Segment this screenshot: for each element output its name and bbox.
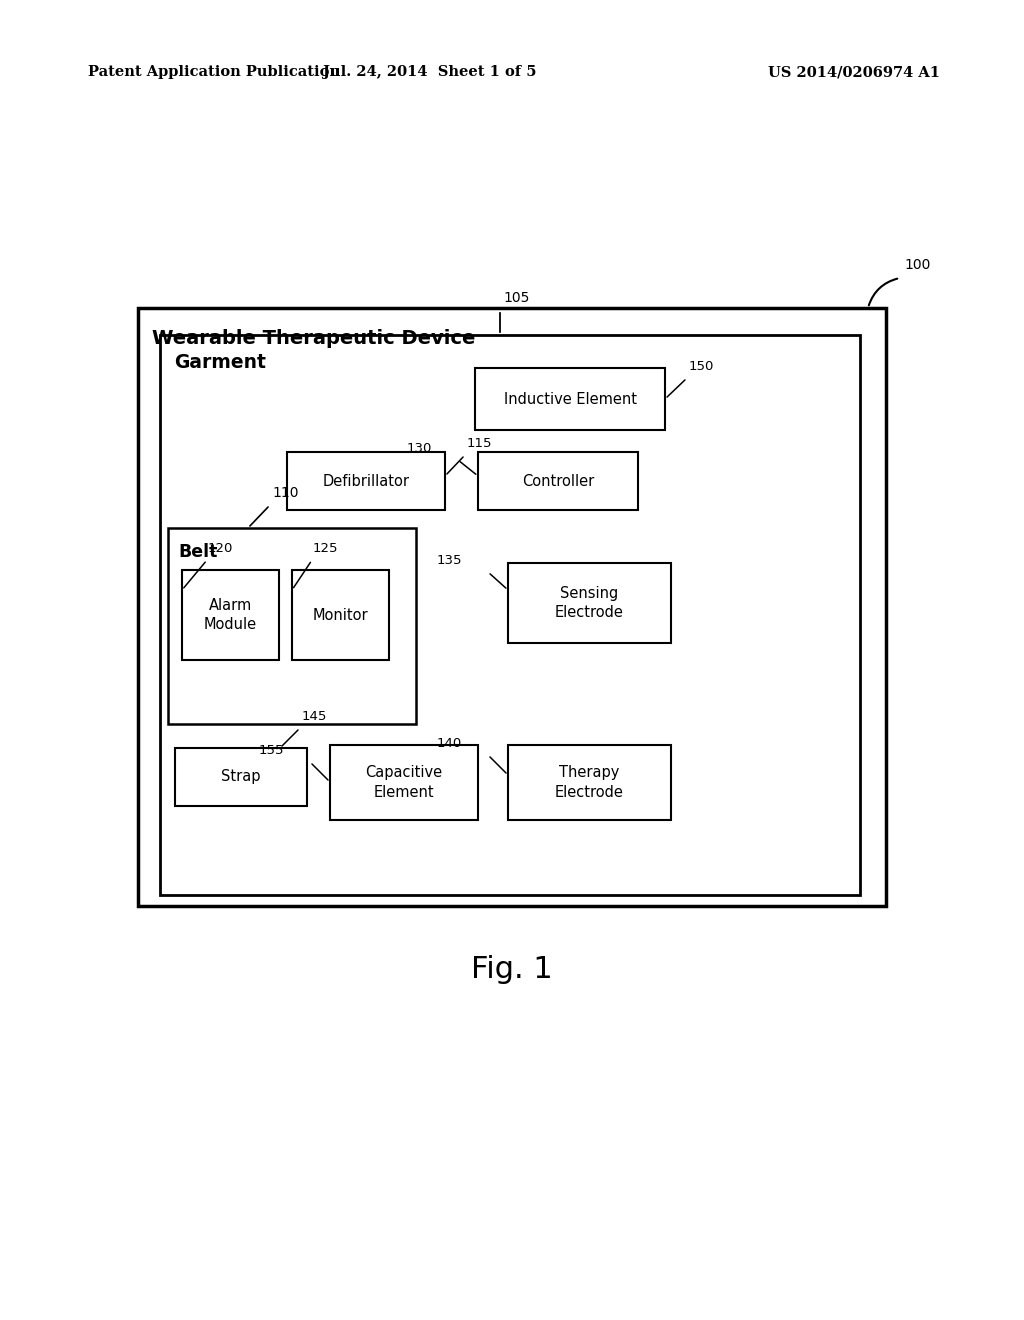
Text: Capacitive
Element: Capacitive Element [366, 766, 442, 800]
Text: 110: 110 [272, 486, 299, 500]
Bar [330, 744, 478, 820]
Text: 140: 140 [437, 737, 462, 750]
Text: 135: 135 [436, 554, 462, 568]
Text: Patent Application Publication: Patent Application Publication [88, 65, 340, 79]
Bar [175, 748, 307, 807]
Text: 145: 145 [302, 710, 328, 723]
Text: Inductive Element: Inductive Element [504, 392, 637, 407]
Text: 105: 105 [503, 290, 529, 305]
Bar [475, 368, 665, 430]
Text: 130: 130 [407, 442, 432, 455]
Text: Alarm
Module: Alarm Module [204, 598, 257, 632]
Text: Therapy
Electrode: Therapy Electrode [555, 766, 624, 800]
Bar [160, 335, 860, 895]
Text: Sensing
Electrode: Sensing Electrode [555, 586, 624, 620]
Bar [168, 528, 416, 723]
Text: Monitor: Monitor [312, 607, 369, 623]
Text: Fig. 1: Fig. 1 [471, 956, 553, 985]
Text: 155: 155 [258, 744, 284, 756]
Bar [508, 564, 671, 643]
Text: Belt: Belt [178, 543, 217, 561]
Bar [182, 570, 279, 660]
Bar [478, 451, 638, 510]
Text: Strap: Strap [221, 770, 261, 784]
Text: Jul. 24, 2014  Sheet 1 of 5: Jul. 24, 2014 Sheet 1 of 5 [324, 65, 537, 79]
Text: 150: 150 [689, 360, 715, 374]
Text: 115: 115 [467, 437, 493, 450]
Text: Wearable Therapeutic Device: Wearable Therapeutic Device [152, 329, 475, 347]
Bar [287, 451, 445, 510]
Text: Garment: Garment [174, 354, 266, 372]
Text: Defibrillator: Defibrillator [323, 474, 410, 488]
Text: 100: 100 [904, 257, 931, 272]
Text: Controller: Controller [522, 474, 594, 488]
Bar [138, 308, 886, 906]
Bar [292, 570, 389, 660]
Text: 120: 120 [208, 543, 233, 554]
Text: 125: 125 [313, 543, 339, 554]
Bar [508, 744, 671, 820]
Text: US 2014/0206974 A1: US 2014/0206974 A1 [768, 65, 940, 79]
